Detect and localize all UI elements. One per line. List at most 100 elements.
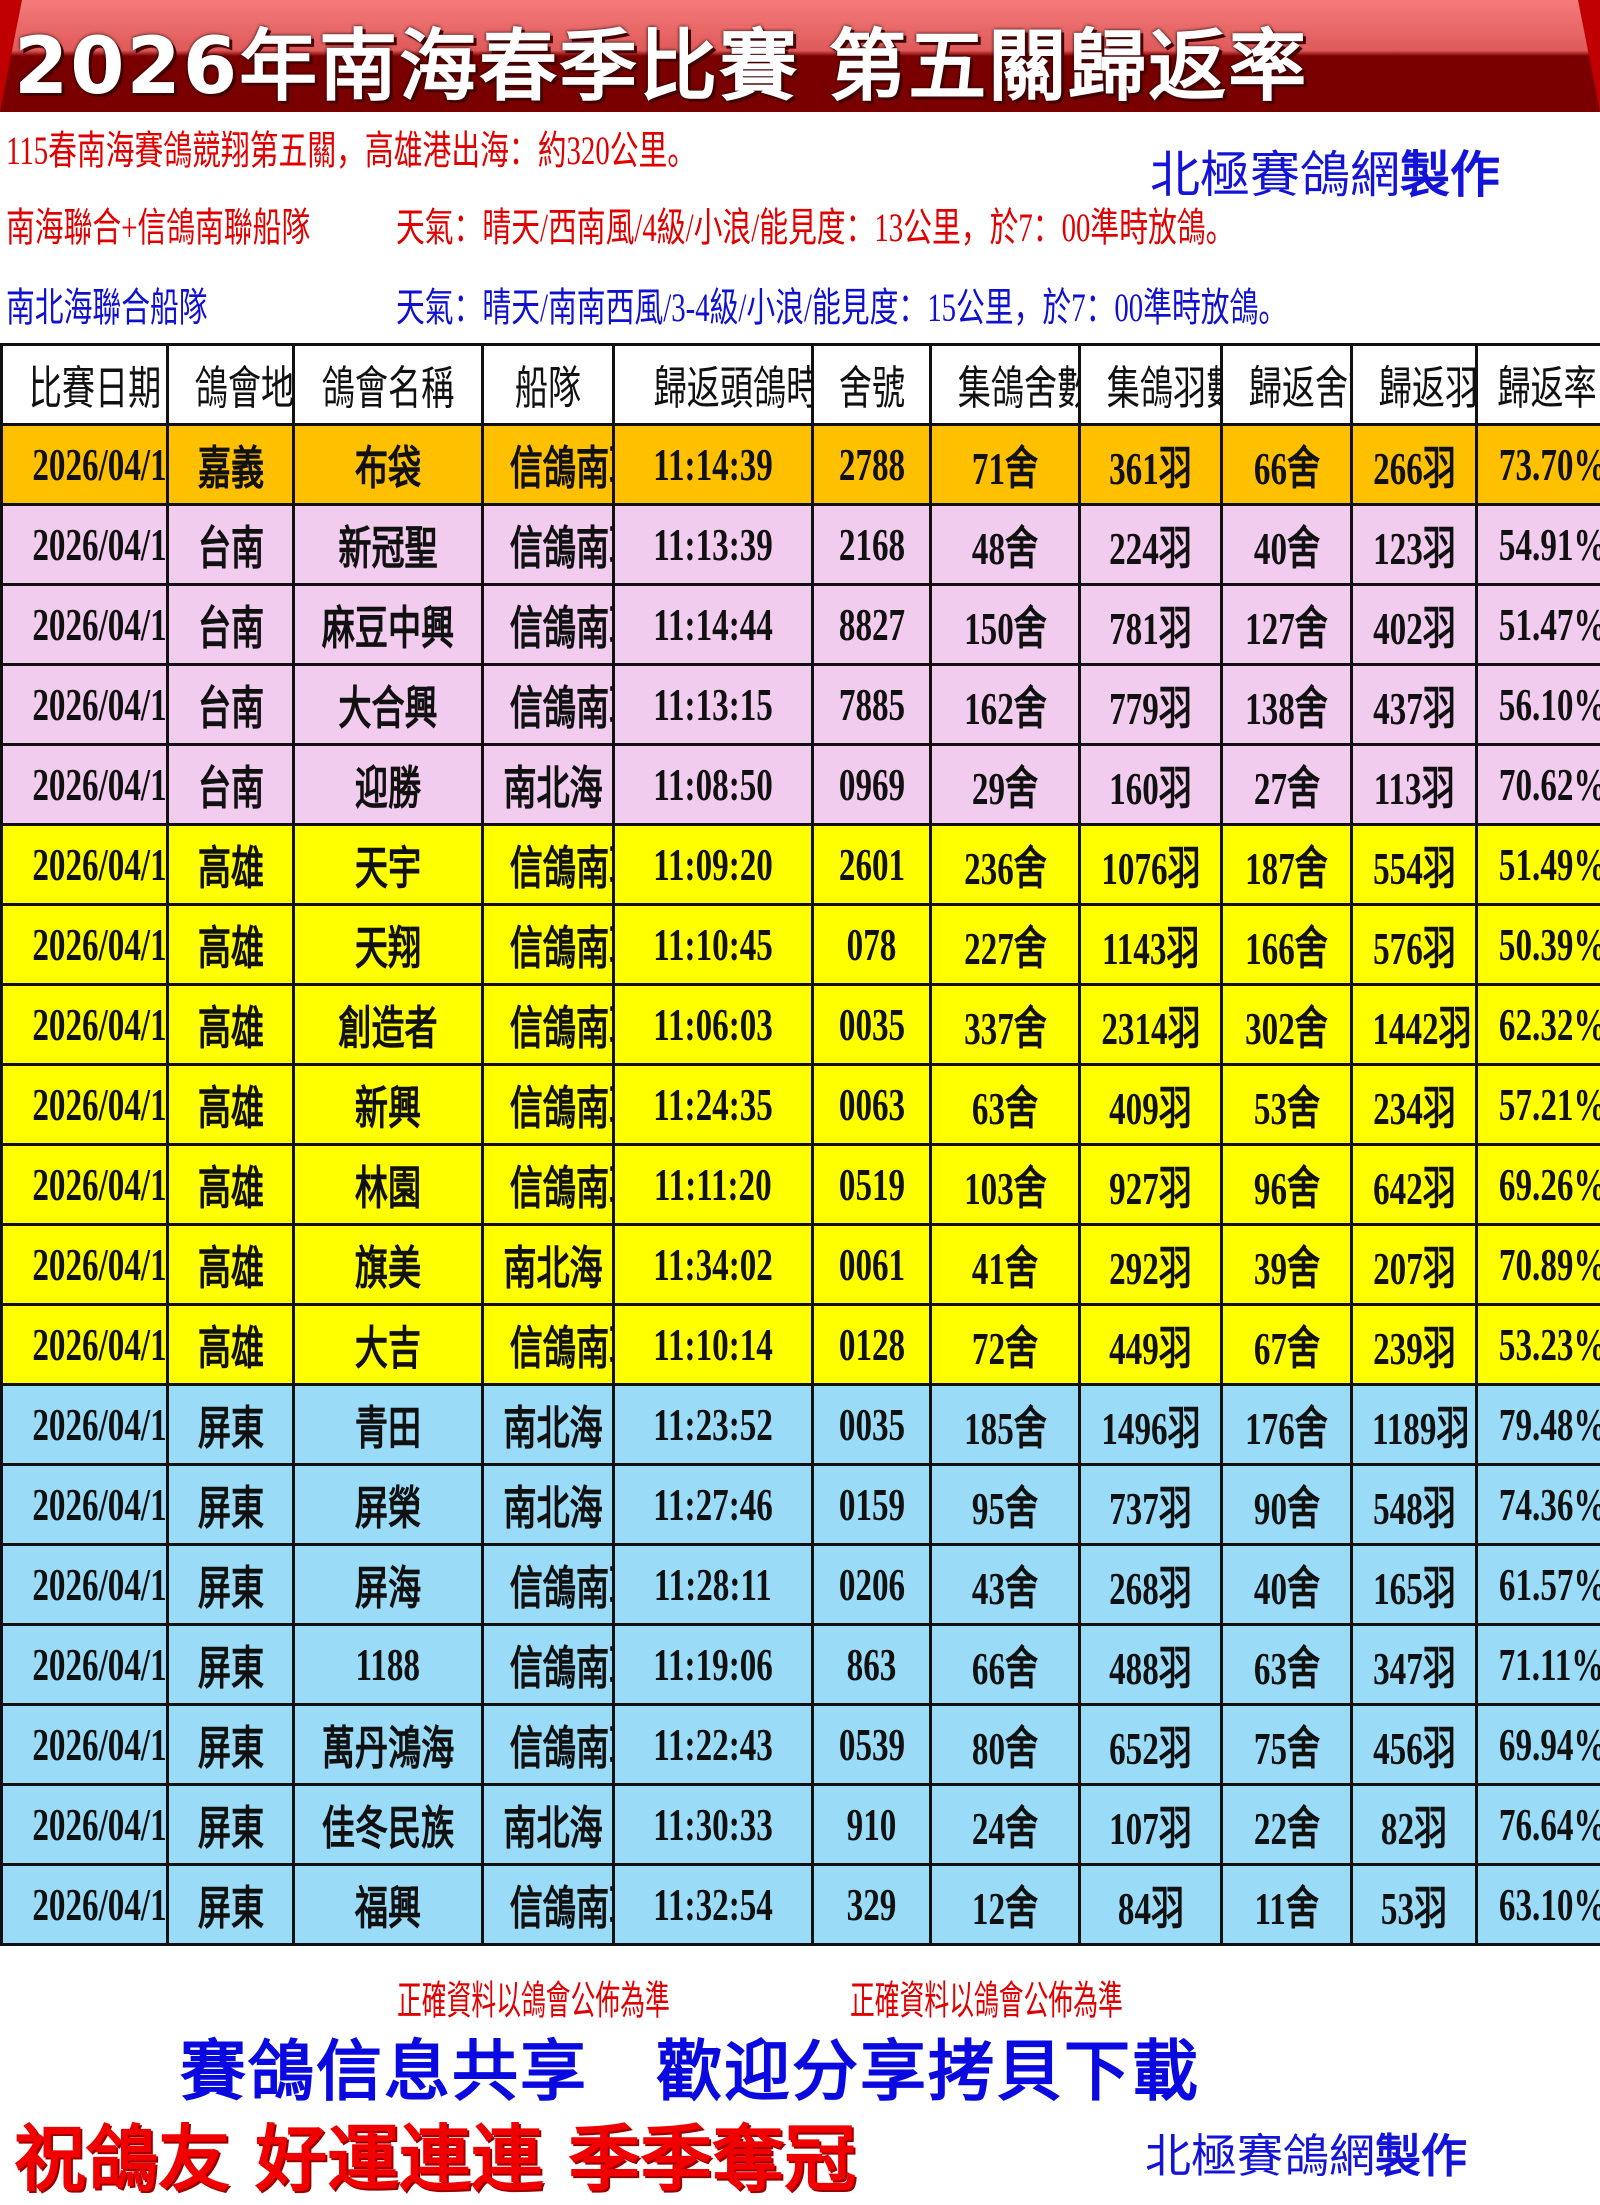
cell-value: 2026/04/12 [32,838,167,891]
table-cell: 79.48% [1477,1385,1600,1465]
cell-value: 737羽 [1109,1472,1192,1538]
table-cell: 11:11:20 [614,1145,813,1225]
table-cell: 107羽 [1080,1785,1222,1865]
cell-value: 185舍 [964,1392,1047,1458]
cell-value: 80舍 [972,1712,1038,1778]
table-cell: 11:22:43 [614,1705,813,1785]
cell-value: 2026/04/12 [32,1078,167,1131]
cell-value: 910 [847,1798,897,1851]
table-cell: 63舍 [1222,1625,1352,1705]
cell-value: 2026/04/12 [32,598,167,651]
cell-value: 29舍 [972,752,1038,818]
cell-value: 11:27:46 [653,1478,773,1531]
table-cell: 0206 [813,1545,931,1625]
table-cell: 2026/04/12 [2,1465,168,1545]
table-row: 2026/04/12屏東萬丹鴻海信鴿南聯11:22:43053980舍652羽7… [2,1705,1600,1785]
table-cell: 屏東 [168,1545,294,1625]
cell-value: 39舍 [1253,1232,1319,1298]
column-header: 比賽日期 [2,345,168,425]
cell-value: 402羽 [1373,592,1456,658]
table-cell: 2026/04/12 [2,1785,168,1865]
cell-value: 11:28:11 [654,1558,772,1611]
table-cell: 239羽 [1352,1305,1477,1385]
table-cell: 0035 [813,985,931,1065]
cell-value: 266羽 [1373,432,1456,498]
cell-value: 40舍 [1253,1552,1319,1618]
cell-value: 67舍 [1253,1312,1319,1378]
table-cell: 信鴿南聯 [483,665,614,745]
table-cell: 2026/04/12 [2,505,168,585]
table-cell: 2026/04/12 [2,985,168,1065]
cell-value: 54.91% [1499,518,1600,571]
table-cell: 51.47% [1477,585,1600,665]
return-rate-table: 比賽日期鴿會地點鴿會名稱船隊歸返頭鴿時間舍號集鴿舍數集鴿羽數歸返舍數歸返羽數歸返… [0,343,1600,1946]
table-cell: 福興 [294,1865,483,1945]
cell-value: 南北海 [503,1232,602,1298]
cell-value: 2026/04/12 [32,1238,167,1291]
table-cell: 11:13:15 [614,665,813,745]
table-cell: 63舍 [931,1065,1080,1145]
table-cell: 90舍 [1222,1465,1352,1545]
table-cell: 737羽 [1080,1465,1222,1545]
cell-value: 224羽 [1109,512,1192,578]
cell-value: 11:19:06 [653,1638,773,1691]
table-cell: 2026/04/12 [2,585,168,665]
column-header: 歸返率 [1477,345,1600,425]
cell-value: 70.89% [1499,1238,1600,1291]
cell-value: 高雄 [197,912,263,978]
table-cell: 11:34:02 [614,1225,813,1305]
cell-value: 2788 [838,438,904,491]
cell-value: 548羽 [1373,1472,1456,1538]
cell-value: 高雄 [197,832,263,898]
cell-value: 74.36% [1499,1478,1600,1531]
table-cell: 台南 [168,745,294,825]
cell-value: 0128 [838,1318,904,1371]
cell-value: 53羽 [1381,1872,1447,1938]
table-cell: 2026/04/12 [2,745,168,825]
cell-value: 779羽 [1109,672,1192,738]
table-cell: 11:14:44 [614,585,813,665]
table-cell: 信鴿南聯 [483,825,614,905]
table-cell: 50.39% [1477,905,1600,985]
cell-value: 1143羽 [1102,912,1200,978]
cell-value: 292羽 [1109,1232,1192,1298]
table-cell: 75舍 [1222,1705,1352,1785]
table-cell: 224羽 [1080,505,1222,585]
cell-value: 佳冬民族 [322,1792,454,1858]
table-cell: 2026/04/12 [2,825,168,905]
table-cell: 2026/04/12 [2,1385,168,1465]
cell-value: 1076羽 [1101,832,1200,898]
cell-value: 信鴿南聯 [510,1312,614,1378]
table-cell: 信鴿南聯 [483,425,614,505]
cell-value: 302舍 [1245,992,1328,1058]
cell-value: 信鴿南聯 [510,672,614,738]
cell-value: 2601 [838,838,904,891]
cell-value: 2026/04/12 [32,1158,167,1211]
column-header-label: 歸返羽數 [1379,352,1477,418]
cell-value: 53舍 [1253,1072,1319,1138]
cell-value: 84羽 [1117,1872,1183,1938]
cell-value: 11舍 [1254,1872,1318,1938]
cell-value: 449羽 [1109,1312,1192,1378]
table-cell: 11:28:11 [614,1545,813,1625]
table-cell: 187舍 [1222,825,1352,905]
table-cell: 160羽 [1080,745,1222,825]
table-cell: 1442羽 [1352,985,1477,1065]
cell-value: 62.32% [1499,998,1600,1051]
table-cell: 29舍 [931,745,1080,825]
table-cell: 70.89% [1477,1225,1600,1305]
cell-value: 11:10:14 [653,1318,773,1371]
table-row: 2026/04/12屏東屏榮南北海11:27:46015995舍737羽90舍5… [2,1465,1600,1545]
cell-value: 信鴿南聯 [510,512,614,578]
table-cell: 11:30:33 [614,1785,813,1865]
cell-value: 大合興 [338,672,437,738]
cell-value: 屏東 [197,1712,263,1778]
cell-value: 台南 [197,512,263,578]
cell-value: 72舍 [972,1312,1038,1378]
cell-value: 63舍 [972,1072,1038,1138]
cell-value: 8827 [838,598,904,651]
column-header: 歸返頭鴿時間 [614,345,813,425]
cell-value: 信鴿南聯 [510,1712,614,1778]
cell-value: 71.11% [1499,1638,1600,1691]
cell-value: 布袋 [355,432,421,498]
